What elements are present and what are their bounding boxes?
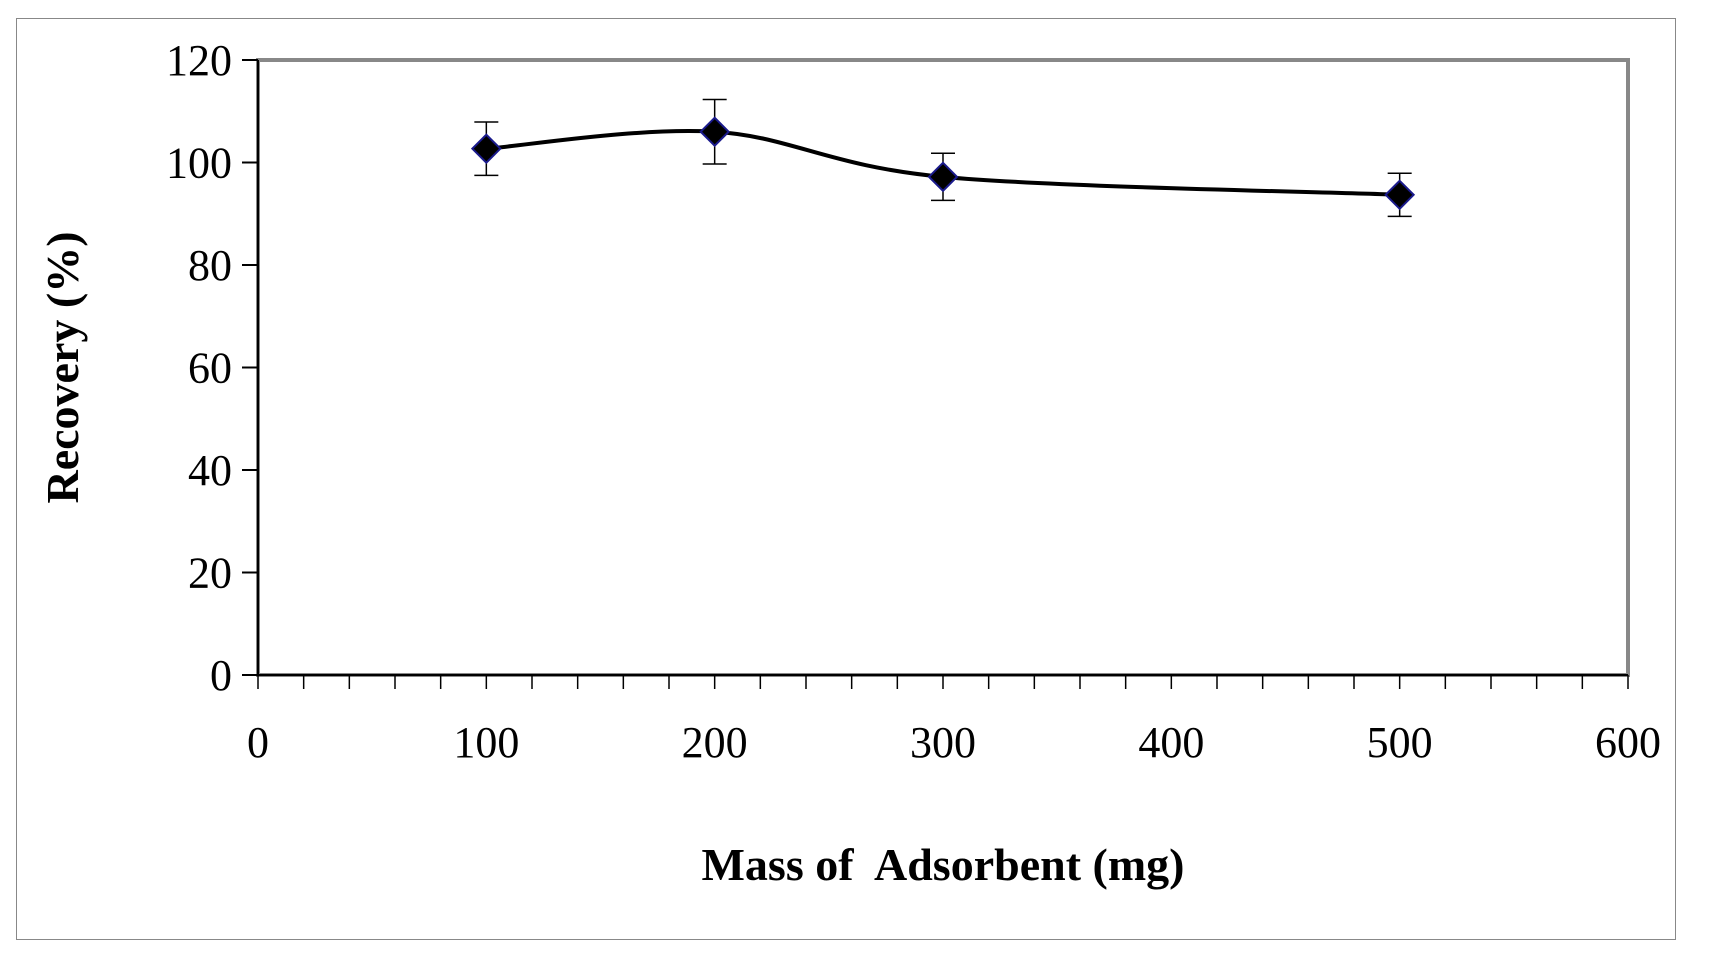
y-axis-ticks: 0 20 40 60 80 100 120 (166, 36, 258, 700)
data-point (470, 133, 502, 165)
x-tick-label: 200 (682, 718, 748, 767)
chart-frame (16, 18, 1676, 940)
y-tick-label: 80 (188, 241, 232, 290)
x-tick-label: 0 (247, 718, 269, 767)
data-point (927, 161, 959, 193)
x-tick-label: 400 (1138, 718, 1204, 767)
error-bars (474, 98, 1412, 218)
y-tick-label: 0 (210, 651, 232, 700)
y-tick-label: 60 (188, 344, 232, 393)
x-axis-title: Mass of Adsorbent (mg) (702, 839, 1185, 890)
y-tick-label: 100 (166, 139, 232, 188)
y-tick-label: 20 (188, 549, 232, 598)
data-point (1384, 179, 1416, 211)
x-tick-label: 100 (453, 718, 519, 767)
series-line (486, 129, 1400, 197)
data-point (699, 116, 731, 148)
x-tick-label: 500 (1367, 718, 1433, 767)
x-axis-ticks: 0 100 200 300 400 500 600 (247, 675, 1661, 767)
x-tick-label: 600 (1595, 718, 1661, 767)
y-axis-title: Recovery (%) (37, 231, 88, 503)
y-tick-label: 40 (188, 446, 232, 495)
data-markers (470, 116, 1416, 211)
x-tick-label: 300 (910, 718, 976, 767)
plot-area (256, 58, 1630, 677)
axes (257, 60, 1628, 676)
y-tick-label: 120 (166, 36, 232, 85)
